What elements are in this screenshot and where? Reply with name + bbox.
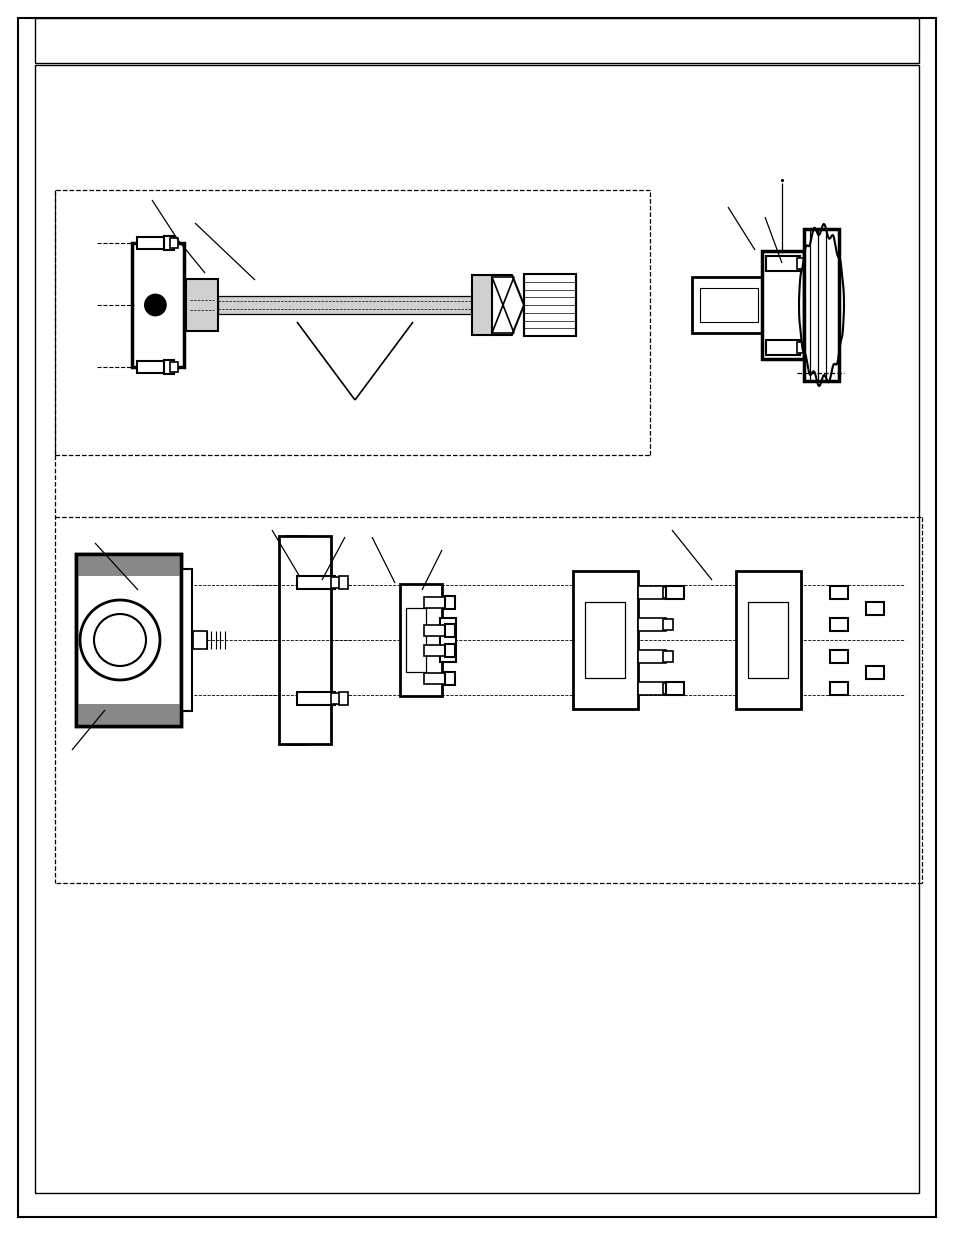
Bar [170,362,178,372]
Bar [637,650,665,662]
Bar [338,692,348,704]
Bar [472,275,492,335]
Bar [164,236,173,249]
Bar [338,576,348,589]
Bar [811,341,821,353]
Polygon shape [492,277,514,333]
Bar [132,243,184,367]
Bar [829,618,847,631]
Bar [423,645,448,656]
Bar [661,683,672,694]
Bar [170,238,178,248]
Bar [137,237,169,249]
Bar [584,601,624,678]
Bar [331,693,343,704]
Bar [765,256,800,270]
Circle shape [80,600,160,680]
Bar [75,555,180,576]
Bar [278,536,331,743]
Circle shape [145,295,165,315]
Bar [75,704,180,726]
Bar [423,597,448,608]
Bar [444,595,455,609]
Bar [803,228,838,382]
Bar [747,601,787,678]
Bar [665,682,683,694]
Bar [193,631,206,650]
Circle shape [94,614,146,666]
Bar [444,643,455,657]
Bar [137,361,169,373]
Bar [406,608,426,672]
Bar [218,296,472,314]
Bar [761,251,803,359]
Bar [181,569,192,711]
Bar [444,672,455,684]
Bar [811,257,821,269]
Bar [423,673,448,683]
Bar [796,258,814,268]
Bar [829,650,847,662]
Bar [75,555,180,726]
Bar [439,618,456,662]
Bar [572,571,637,709]
Bar [796,342,814,352]
Bar [829,682,847,694]
Bar [164,359,173,374]
Bar [287,536,305,743]
Bar [35,19,918,63]
Bar [735,571,800,709]
Bar [637,682,665,694]
Bar [637,585,665,599]
Bar [523,274,576,336]
Bar [865,601,883,615]
Bar [186,279,218,331]
Bar [331,577,343,588]
Bar [691,277,771,333]
Bar [444,624,455,636]
Bar [700,288,758,322]
Bar [661,619,672,630]
Bar [399,584,441,697]
Bar [661,587,672,598]
Bar [637,618,665,631]
Bar [75,555,180,726]
Bar [296,576,335,589]
Bar [829,585,847,599]
Bar [665,585,683,599]
Bar [765,340,800,354]
Bar [296,692,335,704]
Bar [865,666,883,678]
Bar [661,651,672,662]
Bar [423,625,448,636]
